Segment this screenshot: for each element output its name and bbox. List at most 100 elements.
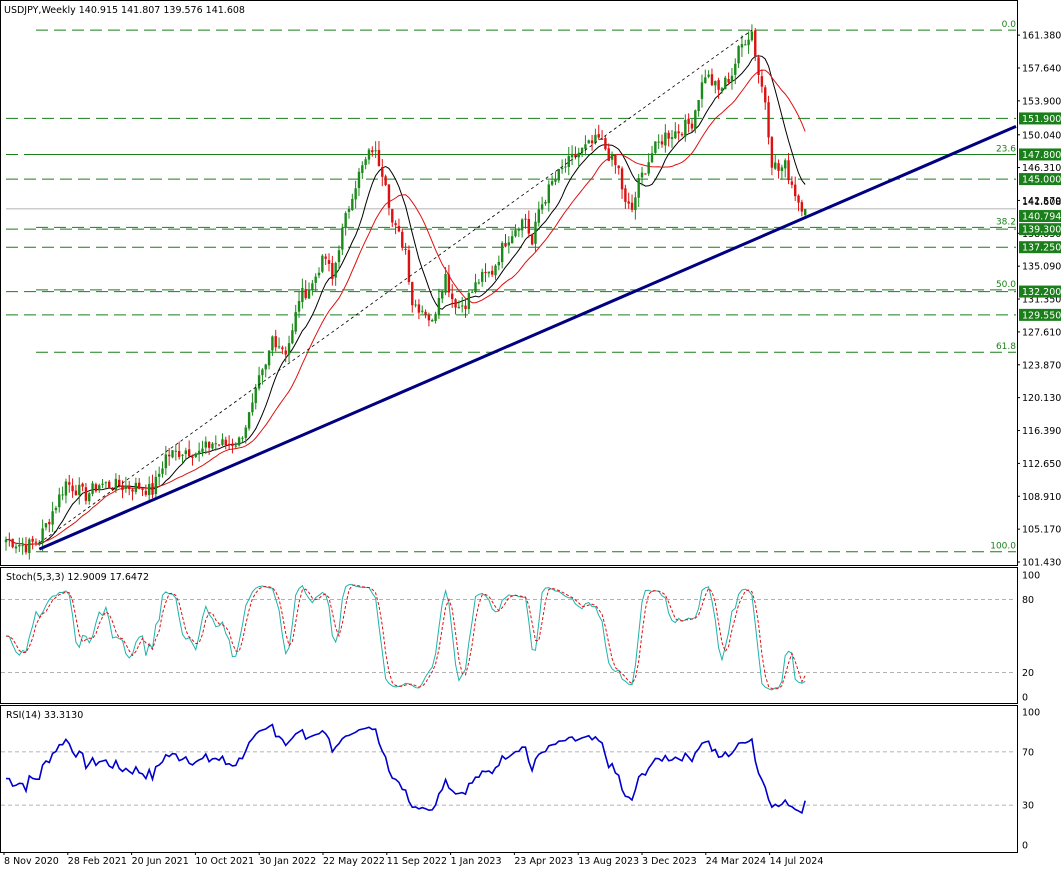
candle-body — [730, 75, 734, 82]
candle-body — [244, 427, 247, 438]
candle-body — [590, 140, 594, 144]
candle-body — [48, 521, 51, 525]
candle-body — [727, 79, 730, 83]
candle-body — [550, 181, 554, 185]
candle-body — [351, 198, 354, 211]
candle-body — [604, 138, 607, 150]
level-tag-bg — [1019, 148, 1061, 161]
prev-price-tag-bg — [1019, 210, 1061, 223]
candle-body — [697, 100, 700, 112]
rsi-header: RSI(14) 33.3130 — [6, 710, 83, 721]
candle-body — [151, 483, 154, 495]
candle-body — [647, 162, 650, 174]
candle-body — [540, 204, 544, 210]
candle-body — [417, 304, 421, 313]
candle-body — [600, 138, 604, 140]
candle-body — [344, 213, 347, 228]
candle-body — [214, 443, 217, 445]
candle-body — [51, 511, 54, 525]
candle-body — [384, 176, 387, 185]
time-axis: 8 Nov 2020 28 Feb 2021 20 Jun 2021 10 Oct 2… — [3, 852, 824, 867]
candle-body — [490, 270, 494, 275]
candle-body — [454, 299, 457, 308]
candle-body — [181, 454, 184, 456]
level-tag: 147.800 — [1022, 150, 1061, 161]
candle-body — [524, 218, 527, 220]
candle-body — [514, 230, 517, 237]
candle-body — [88, 493, 91, 502]
candle-body — [664, 132, 667, 146]
candle-body — [790, 181, 794, 185]
price-tick-label: 123.870 — [1022, 360, 1061, 371]
candle-body — [221, 439, 224, 445]
candle-body — [690, 123, 694, 129]
candle-body — [674, 131, 677, 139]
level-tag: 145.000 — [1022, 175, 1061, 186]
level-tag: 132.200 — [1022, 287, 1061, 298]
candle-body — [451, 293, 454, 300]
candle-body — [687, 118, 690, 124]
price-tick-label: 153.900 — [1022, 96, 1061, 107]
candle-body — [660, 141, 664, 145]
candle-body — [610, 154, 614, 160]
candle-body — [431, 320, 434, 322]
candle-body — [377, 150, 381, 167]
candle-body — [374, 150, 377, 152]
candle-body — [121, 486, 124, 491]
candle-body — [517, 229, 521, 231]
price-tick-label: 142.570 — [1022, 196, 1061, 207]
rsi-tick: 70 — [1022, 747, 1034, 758]
level-tag-bg — [1019, 173, 1061, 186]
candle-body — [204, 441, 207, 448]
price-axis: 161.380 157.640 153.900 150.040 146.310 142.5… — [1017, 31, 1061, 569]
date-label: 30 Jan 2022 — [259, 856, 316, 867]
candle-body — [594, 134, 597, 143]
candle-body — [684, 119, 687, 137]
candle-body — [724, 77, 727, 90]
candle-body — [98, 485, 101, 491]
candle-body — [574, 153, 577, 158]
candle-body — [317, 272, 321, 276]
candle-body — [234, 445, 237, 447]
candle-body — [64, 481, 68, 496]
candle-body — [650, 153, 654, 163]
date-label: 22 May 2022 — [323, 856, 385, 867]
stoch-header: Stoch(5,3,3) 12.9009 17.6472 — [6, 572, 149, 583]
candle-body — [224, 439, 227, 446]
rsi-tick: 30 — [1022, 801, 1034, 812]
drawn-trendlines[interactable] — [38, 29, 1017, 551]
candle-body — [171, 450, 174, 458]
candle-body — [737, 46, 740, 64]
candle-body — [794, 184, 797, 197]
candle-body — [257, 375, 261, 389]
candle-body — [174, 450, 178, 452]
candle-body — [547, 184, 550, 204]
candle-body — [18, 544, 21, 547]
candle-body — [707, 74, 710, 77]
candle-body — [154, 476, 158, 495]
candle-body — [241, 437, 244, 439]
candle-body — [720, 88, 724, 91]
candle-body — [291, 330, 294, 344]
candle-body — [71, 485, 74, 492]
candle-body — [391, 209, 394, 223]
level-tag: 139.300 — [1022, 225, 1061, 236]
candle-body — [114, 478, 118, 490]
rsi-tick: 0 — [1022, 841, 1028, 852]
candle-body — [284, 350, 287, 355]
candle-body — [494, 265, 497, 276]
candle-body — [577, 152, 580, 158]
candle-body — [118, 479, 121, 487]
candle-body — [147, 483, 151, 496]
level-tag: 151.900 — [1022, 114, 1061, 125]
date-label: 14 Jul 2024 — [770, 856, 824, 867]
fib-label: 61.8 — [996, 342, 1016, 352]
stoch-panel-frame — [0, 567, 1018, 704]
candle-body — [331, 263, 334, 279]
candle-body — [710, 74, 714, 86]
candle-body — [111, 488, 114, 490]
stoch-tick: 100 — [1022, 571, 1040, 582]
candle-body — [307, 289, 311, 299]
candle-body — [407, 250, 411, 283]
